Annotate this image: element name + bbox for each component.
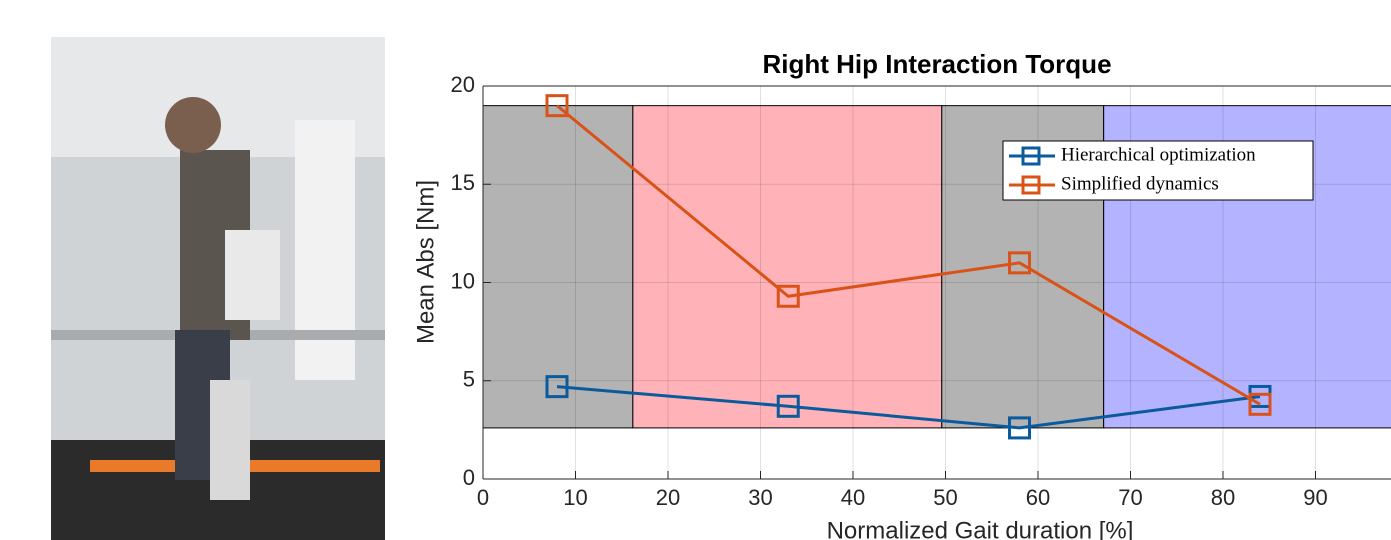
x-axis-label: Normalized Gait duration [%]	[827, 517, 1134, 540]
legend-label: Simplified dynamics	[1061, 173, 1219, 194]
x-tick-label: 90	[1303, 485, 1327, 510]
x-tick-label: 60	[1026, 485, 1050, 510]
x-tick-label: 20	[656, 485, 680, 510]
y-tick-label: 15	[451, 170, 475, 195]
x-tick-label: 80	[1211, 485, 1235, 510]
x-tick-label: 10	[563, 485, 587, 510]
y-tick-label: 10	[451, 268, 475, 293]
y-tick-label: 0	[463, 465, 475, 490]
marker	[776, 394, 800, 418]
legend-marker	[1021, 175, 1041, 195]
x-tick-label: 40	[841, 485, 865, 510]
marker	[545, 94, 569, 118]
x-tick-label: 100	[1390, 485, 1391, 510]
x-tick-label: 50	[933, 485, 957, 510]
legend-marker	[1021, 146, 1041, 166]
chart-title: Right Hip Interaction Torque	[762, 49, 1111, 79]
y-tick-label: 20	[451, 72, 475, 97]
region	[482, 105, 634, 429]
series-line	[556, 104, 1261, 406]
x-tick-label: 0	[477, 485, 489, 510]
x-tick-label: 30	[748, 485, 772, 510]
photo	[51, 37, 385, 540]
y-tick-label: 5	[463, 367, 475, 392]
x-tick-label: 70	[1118, 485, 1142, 510]
y-axis-label: Mean Abs [Nm]	[412, 180, 439, 344]
marker	[1008, 416, 1031, 440]
legend-label: Hierarchical optimization	[1061, 144, 1256, 165]
marker	[1248, 392, 1272, 416]
marker	[545, 375, 569, 399]
series-line	[556, 385, 1261, 430]
legend-box	[1002, 140, 1314, 201]
region	[632, 105, 943, 429]
marker	[776, 284, 800, 308]
marker	[1008, 251, 1031, 275]
